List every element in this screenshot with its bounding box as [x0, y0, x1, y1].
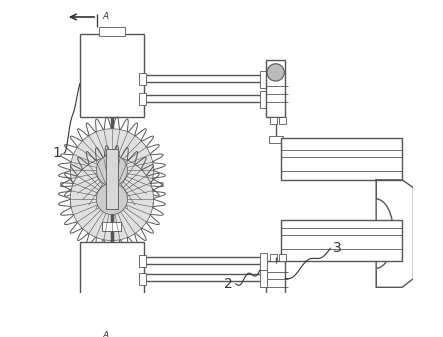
Circle shape	[267, 300, 284, 318]
Bar	[102, 222, 121, 231]
Bar	[281, 220, 402, 261]
Bar	[260, 91, 267, 108]
Bar	[271, 254, 277, 261]
Circle shape	[96, 155, 128, 186]
Bar	[80, 34, 144, 117]
Bar	[99, 27, 125, 36]
Bar	[102, 130, 121, 138]
Bar	[260, 270, 267, 287]
Bar	[279, 117, 286, 124]
Bar	[80, 242, 144, 313]
Bar	[266, 261, 285, 318]
Bar	[266, 60, 285, 117]
Polygon shape	[376, 180, 413, 287]
Bar	[139, 73, 146, 86]
Bar	[99, 313, 125, 322]
Bar	[279, 254, 286, 261]
Text: 1: 1	[53, 146, 62, 160]
Bar	[281, 138, 402, 180]
Bar	[139, 93, 146, 105]
Text: A: A	[102, 12, 109, 22]
Circle shape	[267, 64, 284, 81]
Circle shape	[96, 183, 128, 215]
Bar	[106, 149, 118, 209]
Bar	[139, 273, 146, 285]
Circle shape	[70, 129, 153, 212]
Bar	[271, 117, 277, 124]
Bar	[269, 136, 283, 143]
Bar	[260, 71, 267, 88]
Bar	[260, 253, 267, 270]
Text: 3: 3	[333, 241, 342, 255]
Bar	[139, 255, 146, 267]
Circle shape	[70, 157, 153, 241]
Text: 2: 2	[225, 277, 233, 291]
Text: A: A	[102, 331, 109, 337]
